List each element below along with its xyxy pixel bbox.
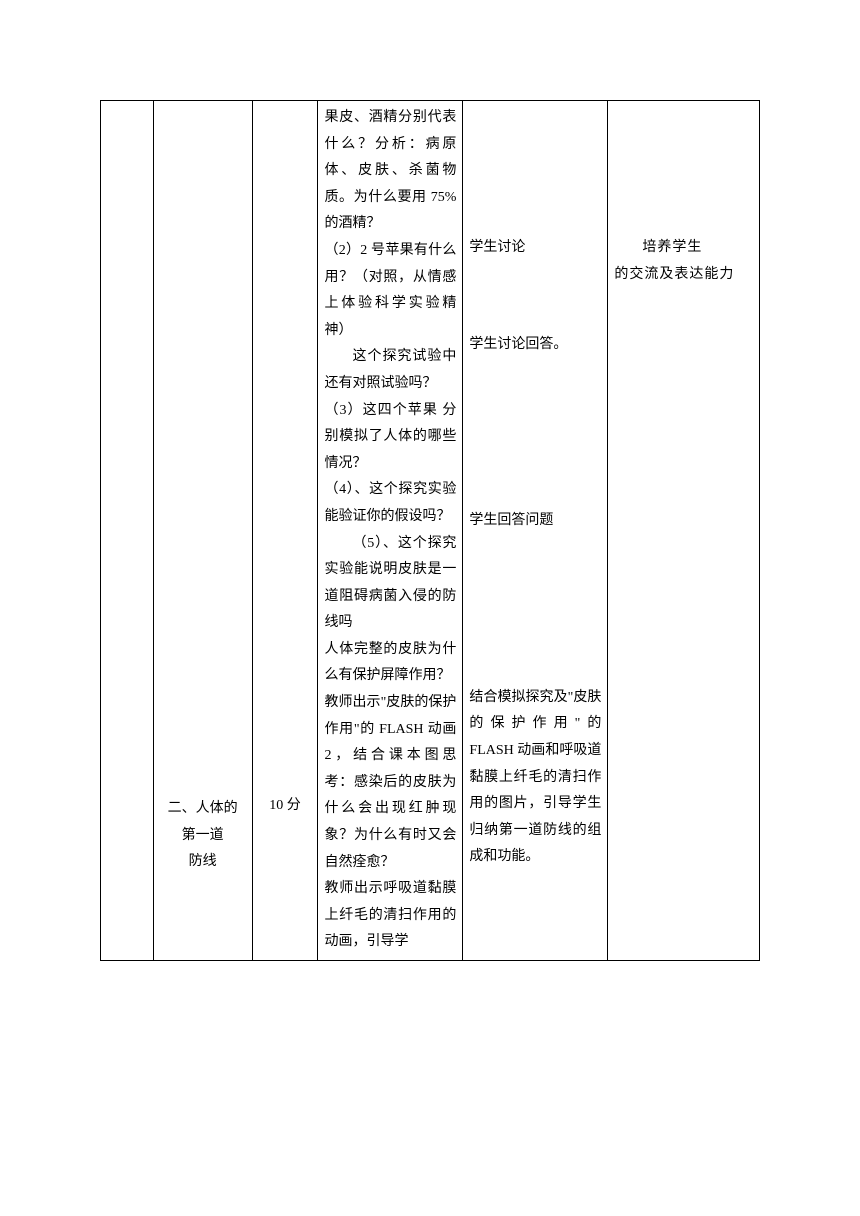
cell-col2: 二、人体的 第一道 防线: [153, 101, 252, 961]
teacher-content-p9: 教师出示呼吸道黏膜上纤毛的清扫作用的动画，引导学: [324, 876, 456, 956]
duration-text: 10 分: [259, 793, 312, 820]
section-title-line2: 第一道: [160, 823, 246, 850]
cell-col3: 10 分: [252, 101, 318, 961]
cell-col1: [101, 101, 154, 961]
purpose-text-rest: 的交流及表达能力: [614, 262, 753, 289]
student-activity-3: 学生回答问题: [469, 508, 601, 535]
student-activity-4: 结合模拟探究及"皮肤的保护作用"的 FLASH 动画和呼吸道黏膜上纤毛的清扫作用…: [469, 685, 601, 871]
table-row: 二、人体的 第一道 防线 10 分 果皮、酒精分别代表什么？分析：病原体、皮肤、…: [101, 101, 760, 961]
section-title-line1: 二、人体的: [160, 796, 246, 823]
teacher-content-p1: 果皮、酒精分别代表什么？分析：病原体、皮肤、杀菌物质。为什么要用 75% 的酒精…: [324, 105, 456, 238]
student-activity-1: 学生讨论: [469, 235, 601, 262]
teacher-content-p2: （2）2 号苹果有什么用？（对照，从情感上体验科学实验精神）: [324, 238, 456, 344]
teacher-content-p5: （4）、这个探究实验能验证你的假设吗？: [324, 477, 456, 530]
teacher-content-p6: （5）、这个探究实验能说明皮肤是一道阻碍病菌入侵的防线吗: [324, 531, 456, 637]
cell-col4: 果皮、酒精分别代表什么？分析：病原体、皮肤、杀菌物质。为什么要用 75% 的酒精…: [318, 101, 463, 961]
cell-col6: 培养学生 的交流及表达能力: [608, 101, 760, 961]
teacher-content-p4: （3）这四个苹果 分别模拟了人体的哪些情况？: [324, 398, 456, 478]
student-activity-2: 学生讨论回答。: [469, 332, 601, 359]
purpose-text-line1: 培养学生: [614, 235, 702, 262]
cell-col5: 学生讨论 学生讨论回答。 学生回答问题 结合模拟探究及"皮肤的保护作用"的 FL…: [463, 101, 608, 961]
teacher-content-p8: 教师出示"皮肤的保护作用"的 FLASH 动画 2，结合课本图思考：感染后的皮肤…: [324, 690, 456, 876]
lesson-plan-table: 二、人体的 第一道 防线 10 分 果皮、酒精分别代表什么？分析：病原体、皮肤、…: [100, 100, 760, 961]
section-title-line3: 防线: [160, 849, 246, 876]
teacher-content-p7: 人体完整的皮肤为什么有保护屏障作用？: [324, 637, 456, 690]
teacher-content-p3: 这个探究试验中还有对照试验吗？: [324, 344, 456, 397]
